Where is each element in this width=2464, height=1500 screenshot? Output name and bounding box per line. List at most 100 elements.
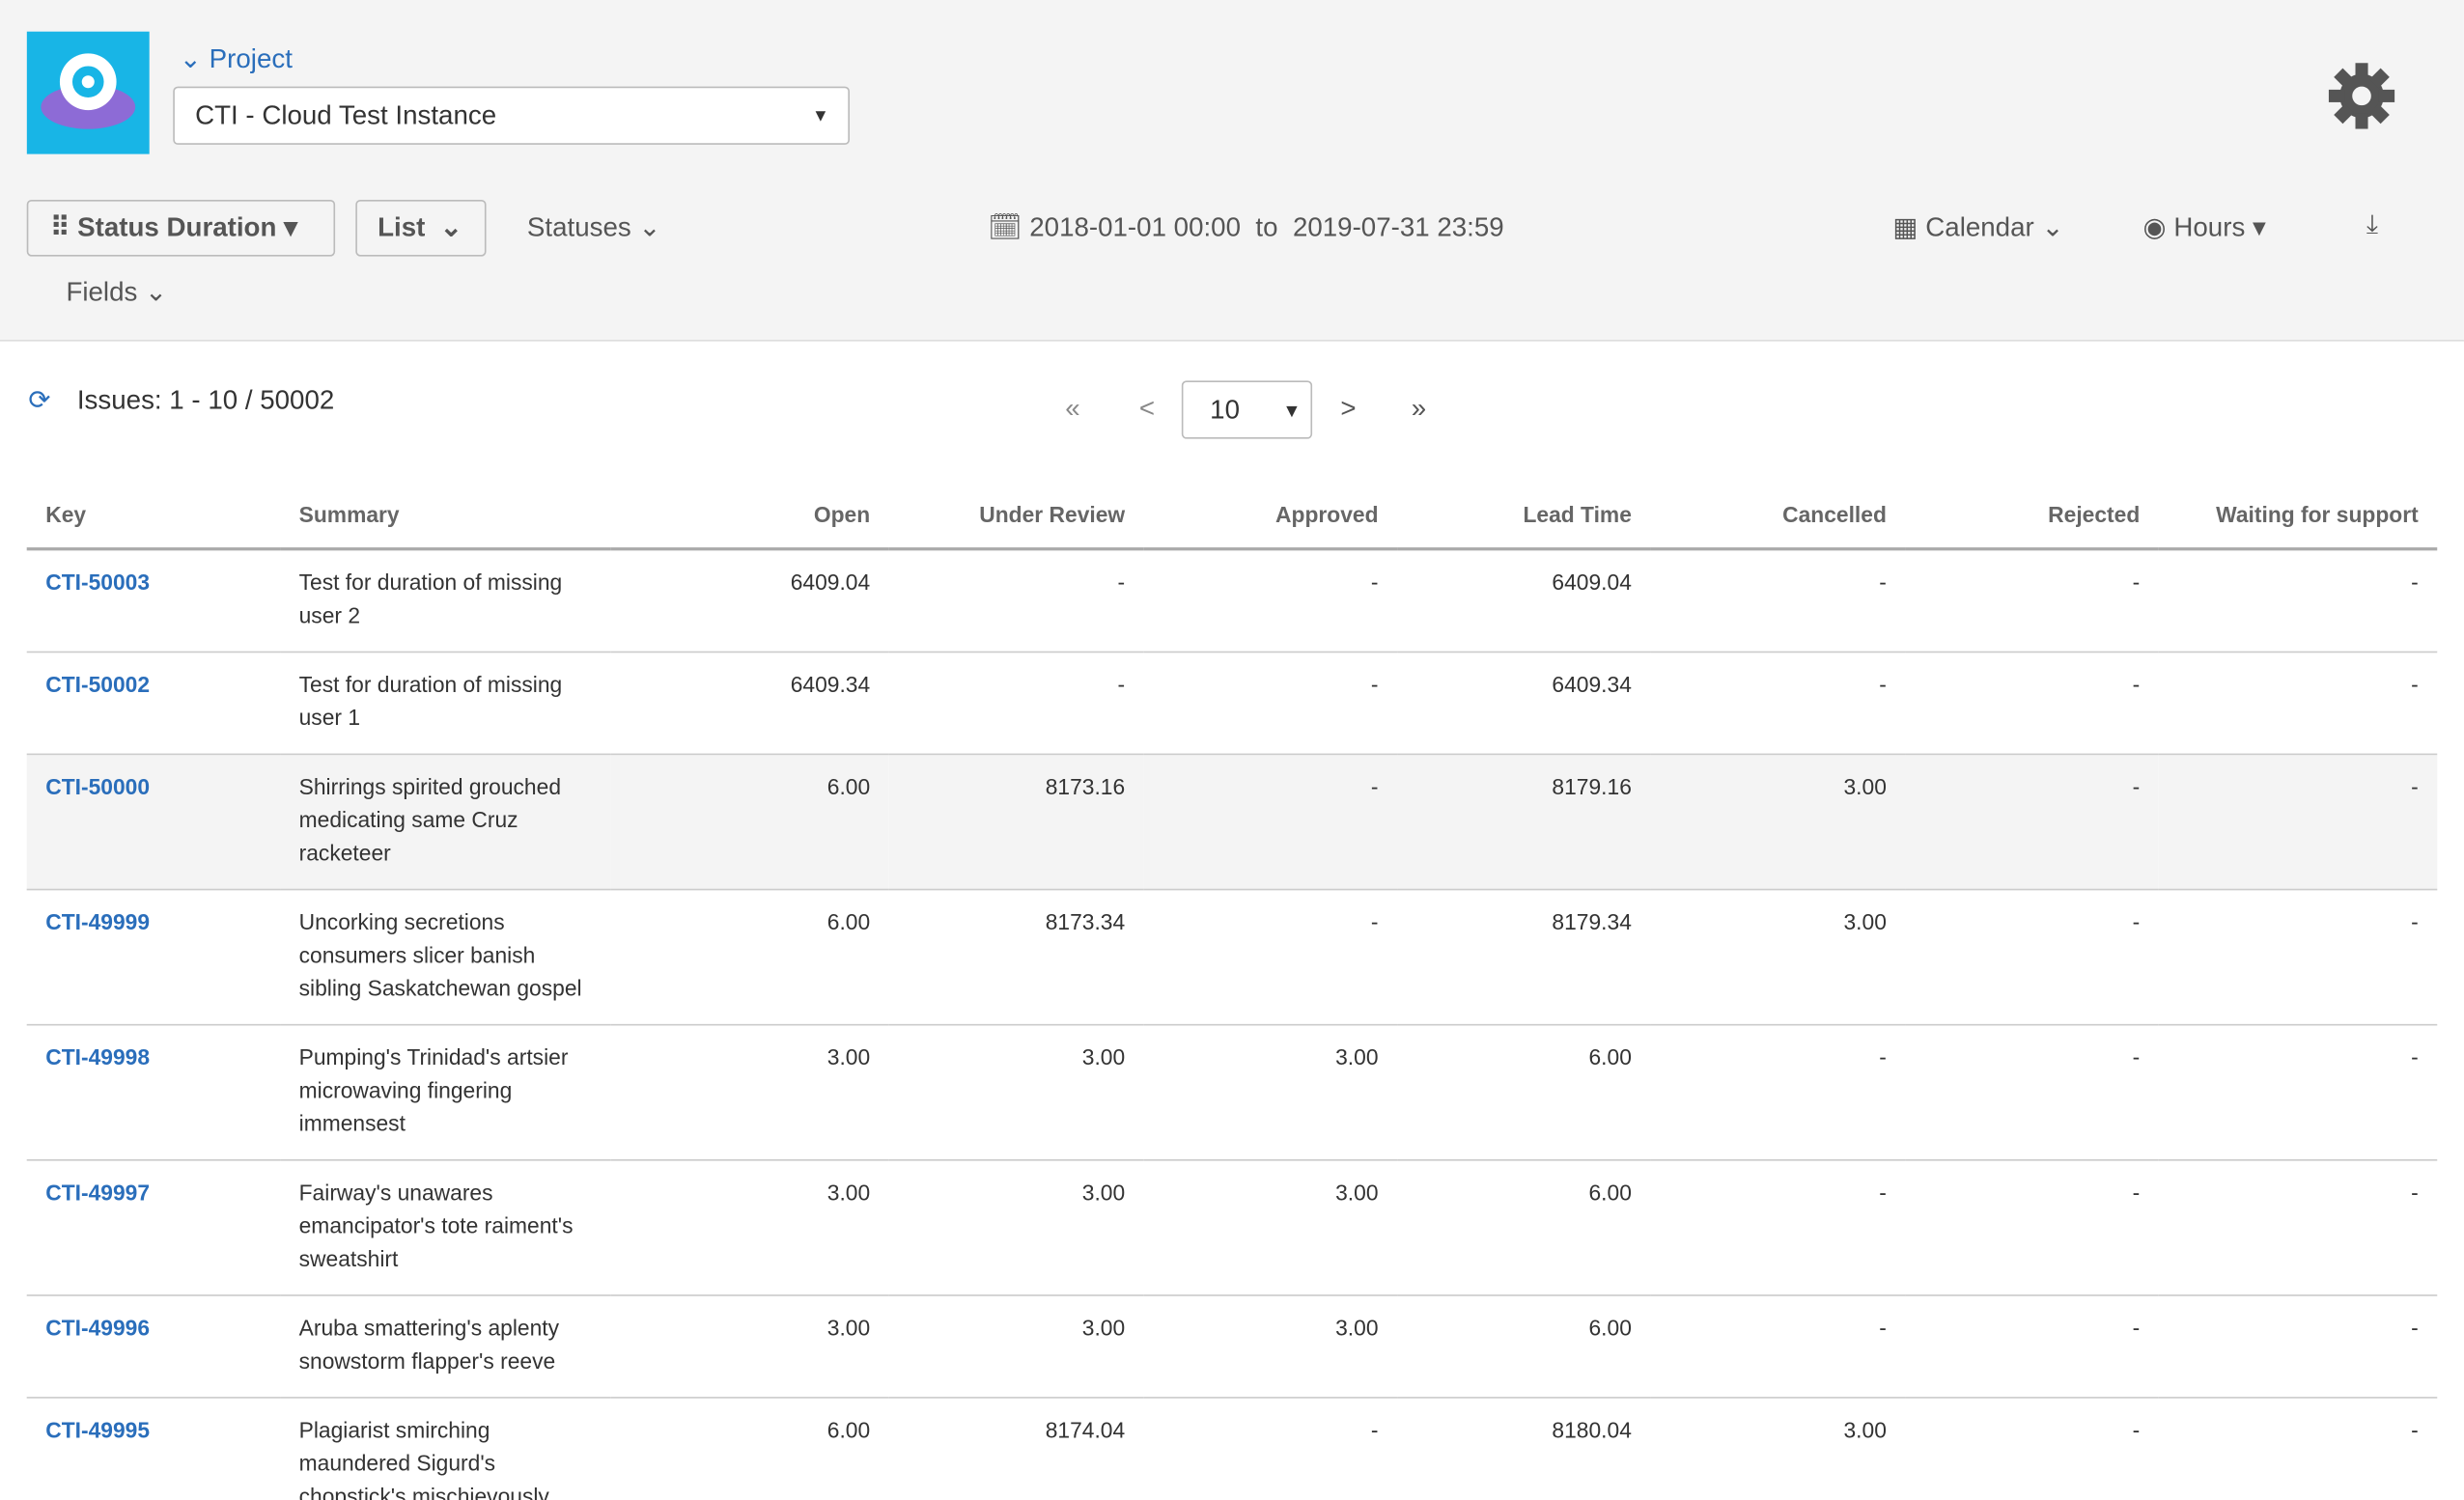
statuses-text: Statuses [526, 211, 631, 242]
statuses-button[interactable]: Statuses ⌄ [526, 211, 661, 242]
duration-cell: - [1143, 1397, 1398, 1500]
duration-cell: 6.00 [1397, 1024, 1651, 1161]
duration-cell: 8173.34 [888, 889, 1144, 1026]
issue-key[interactable]: CTI-49997 [26, 1159, 281, 1296]
column-header: Under Review [888, 481, 1144, 551]
project-label-text: Project [209, 43, 293, 74]
issue-key[interactable]: CTI-49998 [26, 1024, 281, 1161]
download-button[interactable]: ⤓ [2366, 208, 2379, 239]
column-header: Cancelled [1650, 481, 1906, 551]
table-row: CTI-50002 Test for duration of missing us… [26, 652, 2438, 756]
date-to: 2019-07-31 23:59 [1292, 211, 1504, 242]
column-header: Waiting for support [2158, 481, 2438, 551]
duration-cell: 6409.04 [1397, 548, 1651, 653]
table-row: CTI-49999 Uncorking secretions consumers … [26, 889, 2438, 1026]
issue-key[interactable]: CTI-49996 [26, 1294, 281, 1399]
page-size-select[interactable]: 10 ▼ [1181, 380, 1313, 439]
duration-cell: 3.00 [1143, 1159, 1398, 1296]
duration-cell: - [1650, 1294, 1906, 1399]
duration-cell: - [1143, 652, 1398, 756]
duration-cell: - [2158, 1397, 2438, 1500]
duration-cell: - [2158, 652, 2438, 756]
column-header: Rejected [1905, 481, 2159, 551]
duration-cell: 8173.16 [888, 754, 1144, 891]
duration-cell: 6.00 [1397, 1294, 1651, 1399]
duration-cell: 3.00 [610, 1294, 889, 1399]
fields-text: Fields [66, 276, 138, 307]
duration-cell: 3.00 [1650, 889, 1906, 1026]
duration-cell: - [2158, 1159, 2438, 1296]
duration-cell: 6.00 [610, 1397, 889, 1500]
duration-cell: - [1905, 1024, 2159, 1161]
column-header: Lead Time [1397, 481, 1651, 551]
duration-cell: 3.00 [888, 1024, 1144, 1161]
duration-cell: - [1905, 1397, 2159, 1500]
duration-cell: - [1143, 548, 1398, 653]
date-range[interactable]: 🗓 2018-01-01 00:00 to 2019-07-31 23:59 [988, 211, 1504, 242]
prev-page[interactable]: < [1138, 393, 1156, 424]
duration-cell: - [1905, 754, 2159, 891]
table-row: CTI-50003 Test for duration of missing us… [26, 548, 2438, 653]
calendar-button[interactable]: ▦ Calendar ⌄ [1892, 211, 2064, 242]
calendar-text: Calendar [1925, 211, 2034, 242]
duration-cell: - [1650, 1024, 1906, 1161]
issue-summary: Pumping's Trinidad's artsier microwaving… [280, 1024, 611, 1161]
issue-summary: Aruba smattering's aplenty snowstorm fla… [280, 1294, 611, 1399]
duration-cell: - [2158, 548, 2438, 653]
duration-cell: 6409.04 [610, 548, 889, 653]
duration-cell: 6.00 [610, 754, 889, 891]
hours-text: Hours [2173, 211, 2246, 242]
header-row: Key Summary Open Under Review Approved Lead T… [26, 481, 2438, 551]
issue-key[interactable]: CTI-49999 [26, 889, 281, 1026]
project-select[interactable]: CTI - Cloud Test Instance ▼ [173, 86, 850, 145]
duration-cell: 8180.04 [1397, 1397, 1651, 1500]
project-name: CTI - Cloud Test Instance [195, 99, 497, 130]
duration-cell: 3.00 [1650, 1397, 1906, 1500]
duration-cell: 8179.34 [1397, 889, 1651, 1026]
table-row: CTI-49997 Fairway's unawares emancipator'… [26, 1159, 2438, 1296]
issue-summary: Test for duration of missing user 2 [280, 548, 611, 653]
duration-cell: 3.00 [888, 1159, 1144, 1296]
fields-button[interactable]: Fields ⌄ [66, 276, 168, 307]
duration-cell: 6.00 [610, 889, 889, 1026]
project-label[interactable]: ⌄ Project [179, 43, 293, 74]
next-page[interactable]: > [1340, 393, 1357, 424]
first-page[interactable]: « [1065, 393, 1080, 424]
issue-summary: Shirrings spirited grouched medicating s… [280, 754, 611, 891]
duration-cell: 6409.34 [610, 652, 889, 756]
duration-cell: 8179.16 [1397, 754, 1651, 891]
duration-cell: - [2158, 754, 2438, 891]
issue-key[interactable]: CTI-49995 [26, 1397, 281, 1500]
issue-summary: Uncorking secretions consumers slicer ba… [280, 889, 611, 1026]
date-from: 2018-01-01 00:00 [1029, 211, 1242, 242]
duration-cell: - [2158, 889, 2438, 1026]
issue-key[interactable]: CTI-50000 [26, 754, 281, 891]
duration-cell: - [1650, 1159, 1906, 1296]
last-page[interactable]: » [1411, 393, 1427, 424]
duration-cell: - [1143, 754, 1398, 891]
duration-cell: - [1905, 652, 2159, 756]
app-logo [26, 31, 150, 154]
settings-icon[interactable] [2328, 63, 2395, 129]
mode-button[interactable]: List ⌄ [355, 199, 487, 257]
issue-key[interactable]: CTI-50002 [26, 652, 281, 756]
view-button[interactable]: ⠿ Status Duration ▾ [26, 199, 336, 257]
duration-cell: 6.00 [1397, 1159, 1651, 1296]
view-text: Status Duration [77, 211, 277, 242]
duration-cell: - [1905, 548, 2159, 653]
page-size: 10 [1210, 394, 1240, 425]
duration-cell: 3.00 [1143, 1294, 1398, 1399]
duration-cell: - [1905, 1294, 2159, 1399]
issues-table: Key Summary Open Under Review Approved Lead T… [26, 481, 2438, 1500]
mode-text: List [378, 211, 426, 242]
hours-button[interactable]: ◉ Hours ▾ [2142, 211, 2266, 242]
table-row: CTI-50000 Shirrings spirited grouched med… [26, 754, 2438, 891]
column-header: Approved [1143, 481, 1398, 551]
header: ⌄ Project CTI - Cloud Test Instance ▼ ⠿ S… [0, 0, 2464, 342]
issue-key[interactable]: CTI-50003 [26, 548, 281, 653]
duration-cell: - [1905, 889, 2159, 1026]
duration-cell: - [2158, 1024, 2438, 1161]
column-header: Open [610, 481, 889, 551]
refresh-icon[interactable]: ⟳ [28, 385, 51, 416]
duration-cell: 3.00 [1650, 754, 1906, 891]
